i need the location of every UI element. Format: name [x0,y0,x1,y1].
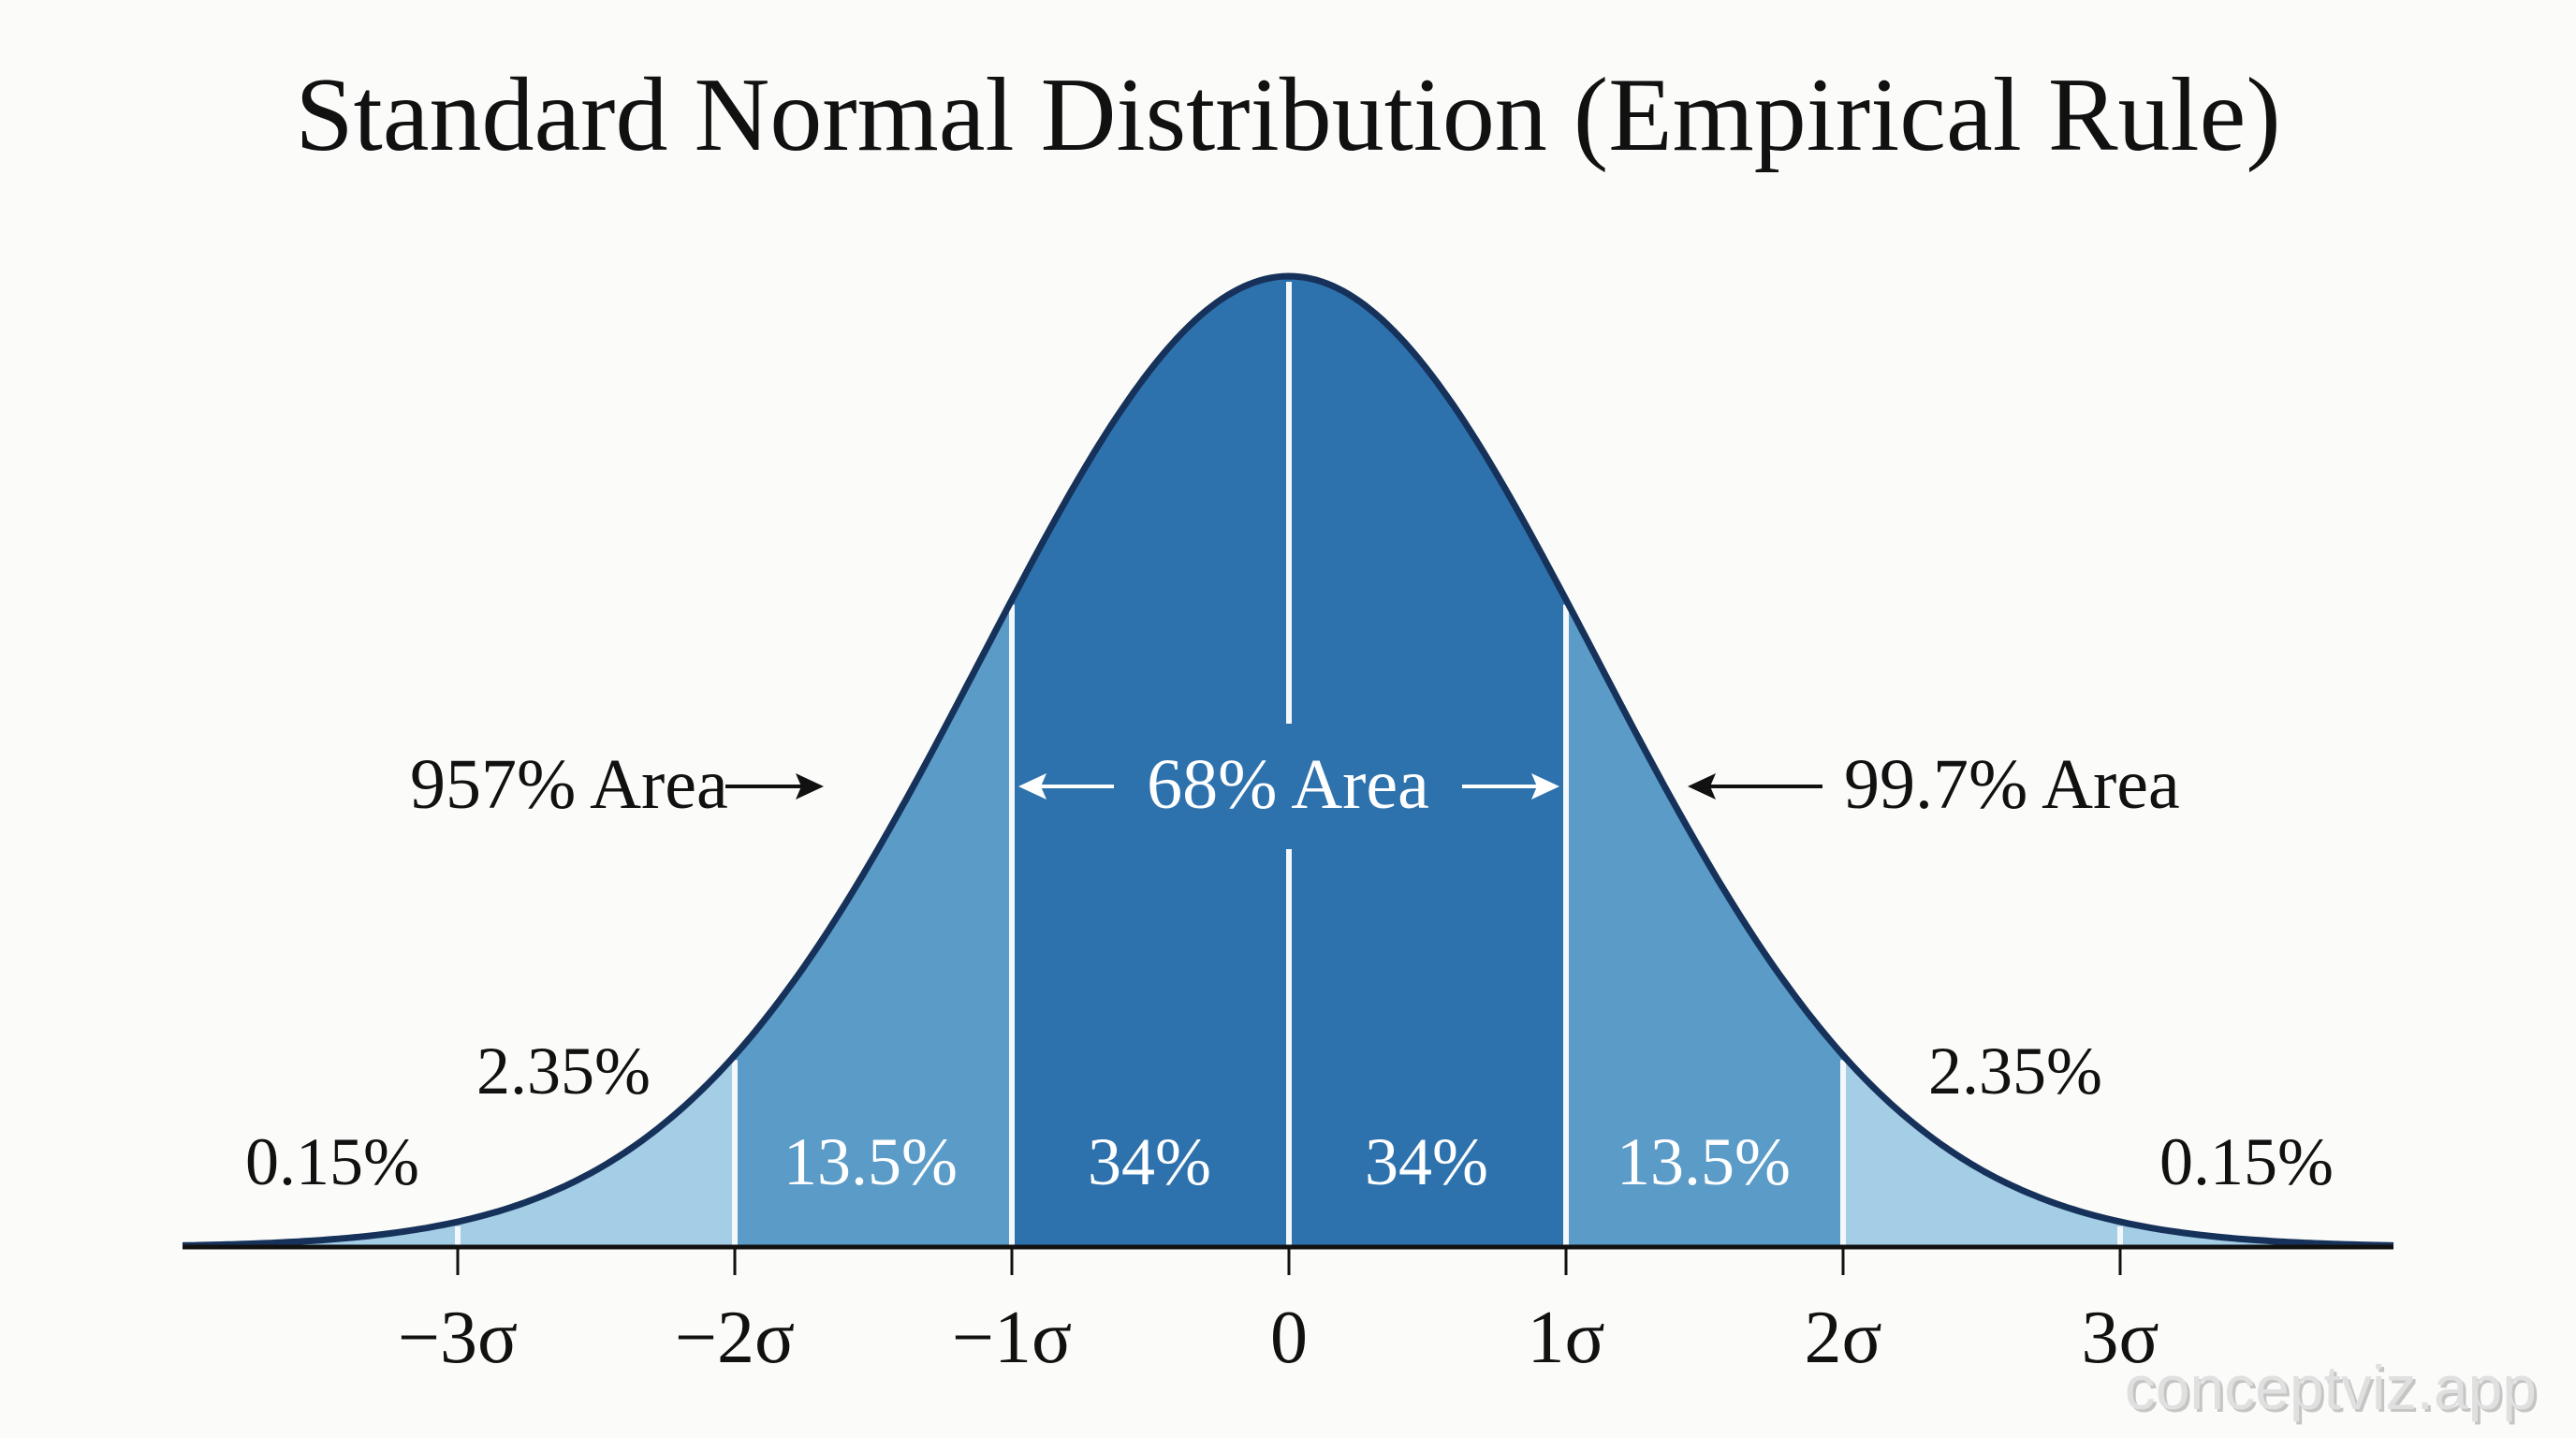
distribution-bands [183,276,2393,1247]
arrow-left-icon [1688,773,1822,800]
arrow-right-icon [1462,773,1559,800]
tick-label-neg3: −3σ [398,1297,518,1379]
tick-label-zero: 0 [1270,1297,1308,1379]
sigma-dividers [455,282,2123,1247]
band-label-0-pos1: 34% [1365,1124,1488,1199]
watermark: conceptviz.app [2125,1353,2537,1422]
band-label-pos1-pos2: 13.5% [1617,1124,1791,1199]
band-label-neg1-0: 34% [1088,1124,1211,1199]
band-label-pos2-pos3: 2.35% [1928,1034,2102,1108]
annotation-left: 957% Area [410,745,824,824]
arrow-left-icon [1018,773,1114,800]
band-region [183,1222,458,1247]
band-region [735,599,1012,1247]
band-label-neg3-neg2: 2.35% [476,1034,651,1108]
x-axis-ticks [456,1247,2122,1275]
band-region [458,1055,735,1247]
band-region [2120,1222,2393,1247]
tick-label-pos3: 3σ [2081,1297,2159,1379]
x-axis-tick-labels: −3σ −2σ −1σ 0 1σ 2σ 3σ [398,1297,2159,1379]
band-region [1566,599,1843,1247]
band-region [1289,276,1566,1247]
tail-label-right: 0.15% [2159,1124,2334,1199]
band-region [1843,1055,2120,1247]
bell-curve [182,272,2394,1249]
annotation-right: 99.7% Area [1688,745,2180,824]
tick-label-pos1: 1σ [1527,1297,1604,1379]
annotation-right-label: 99.7% Area [1844,745,2180,824]
band-labels: 2.35% 13.5% 34% 34% 13.5% 2.35% 0.15% 0.… [245,1034,2334,1199]
tail-label-left: 0.15% [245,1124,419,1199]
watermark-shadow: conceptviz.app [2128,1356,2539,1425]
annotation-left-label: 957% Area [410,745,728,824]
tick-label-neg2: −2σ [675,1297,795,1379]
annotation-center-label: 68% Area [1147,745,1429,824]
tick-label-pos2: 2σ [1804,1297,1881,1379]
band-region [1012,276,1289,1247]
annotation-center: 68% Area [1018,745,1559,824]
tick-label-neg1: −1σ [952,1297,1072,1379]
chart-title: Standard Normal Distribution (Empirical … [295,57,2280,173]
band-label-neg2-neg1: 13.5% [783,1124,958,1199]
arrow-right-icon [725,773,824,800]
